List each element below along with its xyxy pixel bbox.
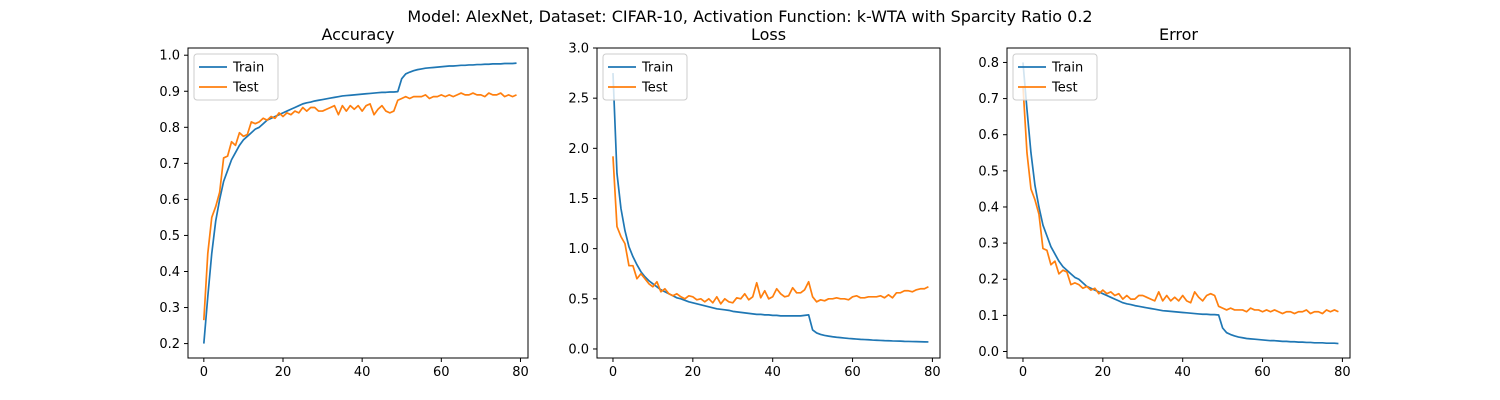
accuracy-legend-train-label: Train xyxy=(232,61,264,76)
loss-xtick-label: 40 xyxy=(764,365,781,380)
error-subplot: Error 0 20 40 60 80 0.0 0.1 0.2 0.3 0.4 0.5 0.6 0.7 0.… xyxy=(978,25,1350,380)
accuracy-title: Accuracy xyxy=(321,25,394,44)
error-xtick-label: 60 xyxy=(1254,365,1271,380)
loss-xtick-label: 20 xyxy=(685,365,702,380)
error-ytick-label: 0.8 xyxy=(978,56,999,71)
accuracy-xtick-label: 0 xyxy=(200,365,208,380)
loss-xtick-label: 80 xyxy=(924,365,941,380)
accuracy-ytick-label: 0.6 xyxy=(159,193,180,208)
accuracy-ytick-label: 0.7 xyxy=(159,157,180,172)
error-train-line xyxy=(1022,62,1339,345)
accuracy-xtick-label: 80 xyxy=(512,365,529,380)
accuracy-ytick-label: 1.0 xyxy=(159,49,180,64)
accuracy-xtick-label: 40 xyxy=(354,365,371,380)
error-ytick-label: 0.3 xyxy=(978,237,999,252)
loss-legend-train-label: Train xyxy=(641,61,673,76)
subplots-container: Accuracy 0 20 40 60 80 0.2 0.3 0.4 0.5 0.6 0.7 0.8 0.… xyxy=(159,25,1350,380)
error-title: Error xyxy=(1159,25,1198,44)
error-ytick-label: 0.5 xyxy=(978,164,999,179)
loss-ytick-label: 0.5 xyxy=(568,292,589,307)
loss-ytick-label: 2.0 xyxy=(568,142,589,157)
error-legend-test-label: Test xyxy=(1051,81,1078,96)
accuracy-ytick-label: 0.8 xyxy=(159,121,180,136)
loss-train-line xyxy=(612,73,929,343)
error-ytick-label: 0.1 xyxy=(978,309,999,324)
accuracy-ytick-label: 0.5 xyxy=(159,229,180,244)
accuracy-axes-frame xyxy=(187,47,529,359)
error-ytick-label: 0.0 xyxy=(978,345,999,360)
loss-test-line xyxy=(612,156,929,305)
loss-ytick-label: 3.0 xyxy=(568,42,589,57)
accuracy-test-line xyxy=(202,92,517,321)
accuracy-ytick-label: 0.3 xyxy=(159,301,180,316)
error-xtick-label: 0 xyxy=(1019,365,1027,380)
error-axes-frame xyxy=(1006,47,1351,359)
loss-ytick-label: 1.5 xyxy=(568,192,589,207)
error-legend-box xyxy=(1012,53,1098,101)
error-xtick-label: 40 xyxy=(1174,365,1191,380)
loss-title: Loss xyxy=(751,25,786,44)
error-xtick-label: 20 xyxy=(1095,365,1112,380)
error-test-line xyxy=(1022,85,1339,315)
error-ytick-label: 0.4 xyxy=(978,200,999,215)
accuracy-legend-box xyxy=(193,53,279,101)
loss-legend-box xyxy=(602,53,688,101)
accuracy-ytick-label: 0.2 xyxy=(159,337,180,352)
loss-ytick-label: 2.5 xyxy=(568,92,589,107)
error-legend: Train Test xyxy=(1012,53,1098,101)
loss-axes-frame xyxy=(596,47,941,359)
error-ytick-label: 0.6 xyxy=(978,128,999,143)
accuracy-legend-test-label: Test xyxy=(232,81,259,96)
accuracy-subplot: Accuracy 0 20 40 60 80 0.2 0.3 0.4 0.5 0.6 0.7 0.8 0.… xyxy=(159,25,528,380)
loss-ytick-label: 1.0 xyxy=(568,242,589,257)
loss-xtick-label: 0 xyxy=(609,365,617,380)
error-ytick-label: 0.2 xyxy=(978,273,999,288)
accuracy-ytick-label: 0.9 xyxy=(159,85,180,100)
figure-suptitle: Model: AlexNet, Dataset: CIFAR-10, Activ… xyxy=(407,7,1092,26)
accuracy-ytick-label: 0.4 xyxy=(159,265,180,280)
loss-ytick-label: 0.0 xyxy=(568,342,589,357)
error-legend-train-label: Train xyxy=(1051,61,1083,76)
error-xtick-label: 80 xyxy=(1334,365,1351,380)
accuracy-train-line xyxy=(202,62,517,344)
loss-legend-test-label: Test xyxy=(641,81,668,96)
loss-xtick-label: 60 xyxy=(844,365,861,380)
accuracy-legend: Train Test xyxy=(193,53,279,101)
loss-legend: Train Test xyxy=(602,53,688,101)
accuracy-xtick-label: 60 xyxy=(433,365,450,380)
accuracy-xtick-label: 20 xyxy=(275,365,292,380)
error-ytick-label: 0.7 xyxy=(978,92,999,107)
